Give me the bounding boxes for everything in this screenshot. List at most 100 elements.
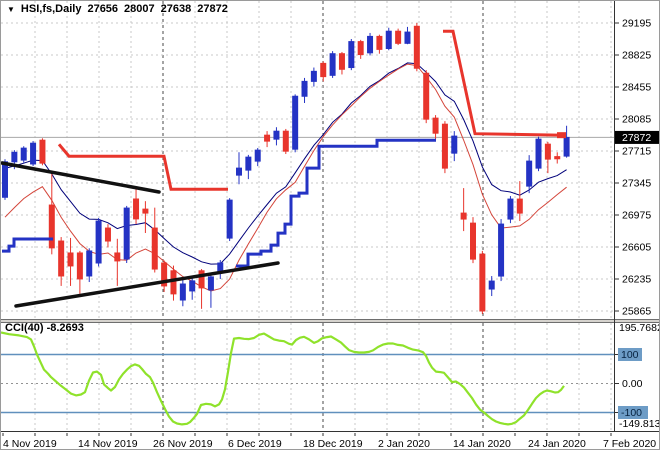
bear-candle [39,139,46,164]
chart-title-bar: ▼ HSI,fs,Daily 27656 28007 27638 27872 [7,3,228,15]
cci-level-label: 100 [621,349,639,361]
time-axis-label: 14 Nov 2019 [78,438,138,450]
descending-trendline[interactable] [1,161,161,194]
time-axis-label: 14 Jan 2020 [453,438,511,450]
bear-candle [357,41,364,56]
candles [2,23,570,315]
bear-candle [114,252,121,262]
current-price-tag [615,130,659,144]
bear-candle [413,25,420,69]
cci-line [1,331,565,426]
ohlc-close: 27872 [197,3,228,15]
bull-candle [404,31,411,44]
bear-candle [282,130,289,152]
time-axis-label: 18 Dec 2019 [303,438,363,450]
cci-level-label-box [618,348,642,361]
bear-candle [151,227,158,270]
price-axis-label: 25865 [622,306,651,318]
bull-candle [245,156,252,171]
bull-candle [563,136,570,157]
bear-candle [67,252,74,267]
bear-candle [338,53,345,70]
bear-candle [142,208,149,214]
pane-divider[interactable] [1,319,660,323]
bear-candle [516,198,523,214]
time-axis-label: 24 Jan 2020 [528,438,586,450]
bull-candle [507,198,514,220]
bull-candle [488,280,495,290]
bull-candle [367,35,374,54]
indicator-name: CCI(40) [5,322,44,334]
symbol-dropdown-icon[interactable]: ▼ [7,4,15,14]
bear-candle [161,262,168,287]
resistance-line-end-marker [557,132,566,139]
bull-candle [329,53,336,76]
ohlc-low: 27638 [160,3,192,15]
indicator-label: CCI(40) -8.2693 [5,322,84,334]
price-axis-label: 28085 [622,114,651,126]
indicator-value: -8.2693 [46,322,84,334]
bear-candle [170,270,177,295]
resistance-line [443,29,565,137]
ascending-trendline[interactable] [14,261,280,308]
bull-candle [385,30,392,50]
price-axis-label: 28455 [622,82,651,94]
bear-candle [432,117,439,134]
bull-candle [348,41,355,69]
price-axis-label: 26235 [622,274,651,286]
time-axis[interactable]: 4 Nov 2019 14 Nov 2019 26 Nov 2019 6 Dec 20… [2,433,656,450]
current-price-tag-text: 27872 [622,132,651,144]
bull-candle [292,95,299,150]
bear-candle [76,252,83,280]
cci-min-label: -149.813 [619,418,660,430]
price-axis-label: 27345 [622,178,651,190]
bear-candle [320,62,327,78]
price-axis-label: 27715 [622,146,651,158]
bear-candle [376,35,383,50]
price-axis[interactable]: 29195 28825 28455 28085 27715 27345 26975 26605… [615,18,659,318]
time-axis-label: 2 Jan 2020 [378,438,430,450]
bear-candle [554,156,561,160]
trailing-stop-line [236,138,436,268]
bull-candle [301,80,308,97]
bear-candle [479,253,486,312]
bull-candle [526,160,533,187]
bear-candle [58,240,65,277]
time-axis-label: 4 Nov 2019 [3,438,57,450]
bear-candle [460,212,467,220]
bull-candle [226,199,233,239]
bull-candle [2,161,8,198]
bear-candle [198,270,205,289]
bear-candle [441,123,448,169]
bull-candle [451,135,458,154]
cci-max-label: 195.7682 [619,322,660,334]
price-axis-label: 26605 [622,242,651,254]
price-axis-label: 29195 [622,18,651,30]
bull-candle [189,280,196,292]
bull-candle [123,207,130,260]
price-axis-label: 28825 [622,50,651,62]
bear-candle [470,222,476,260]
time-axis-label: 6 Dec 2019 [228,438,282,450]
bull-candle [254,149,261,162]
bull-candle [535,138,542,169]
bull-candle [273,130,280,140]
price-axis-label: 26975 [622,210,651,222]
bear-candle [423,72,430,120]
bull-candle [236,167,242,176]
cci-zero-label: 0.00 [622,378,643,390]
bull-candle [86,250,93,277]
bull-candle [179,283,186,301]
bear-candle [395,30,402,44]
bear-candle [544,143,551,160]
bear-candle [264,134,271,142]
time-axis-label: 7 Feb 2020 [603,438,656,450]
bull-candle [20,147,27,161]
bull-candle [498,223,505,277]
bear-candle [104,227,111,242]
cci-axis[interactable]: 195.7682 100 -100 0.00 -149.813 [615,322,660,430]
bear-candle [48,204,55,249]
ohlc-open: 27656 [87,3,119,15]
